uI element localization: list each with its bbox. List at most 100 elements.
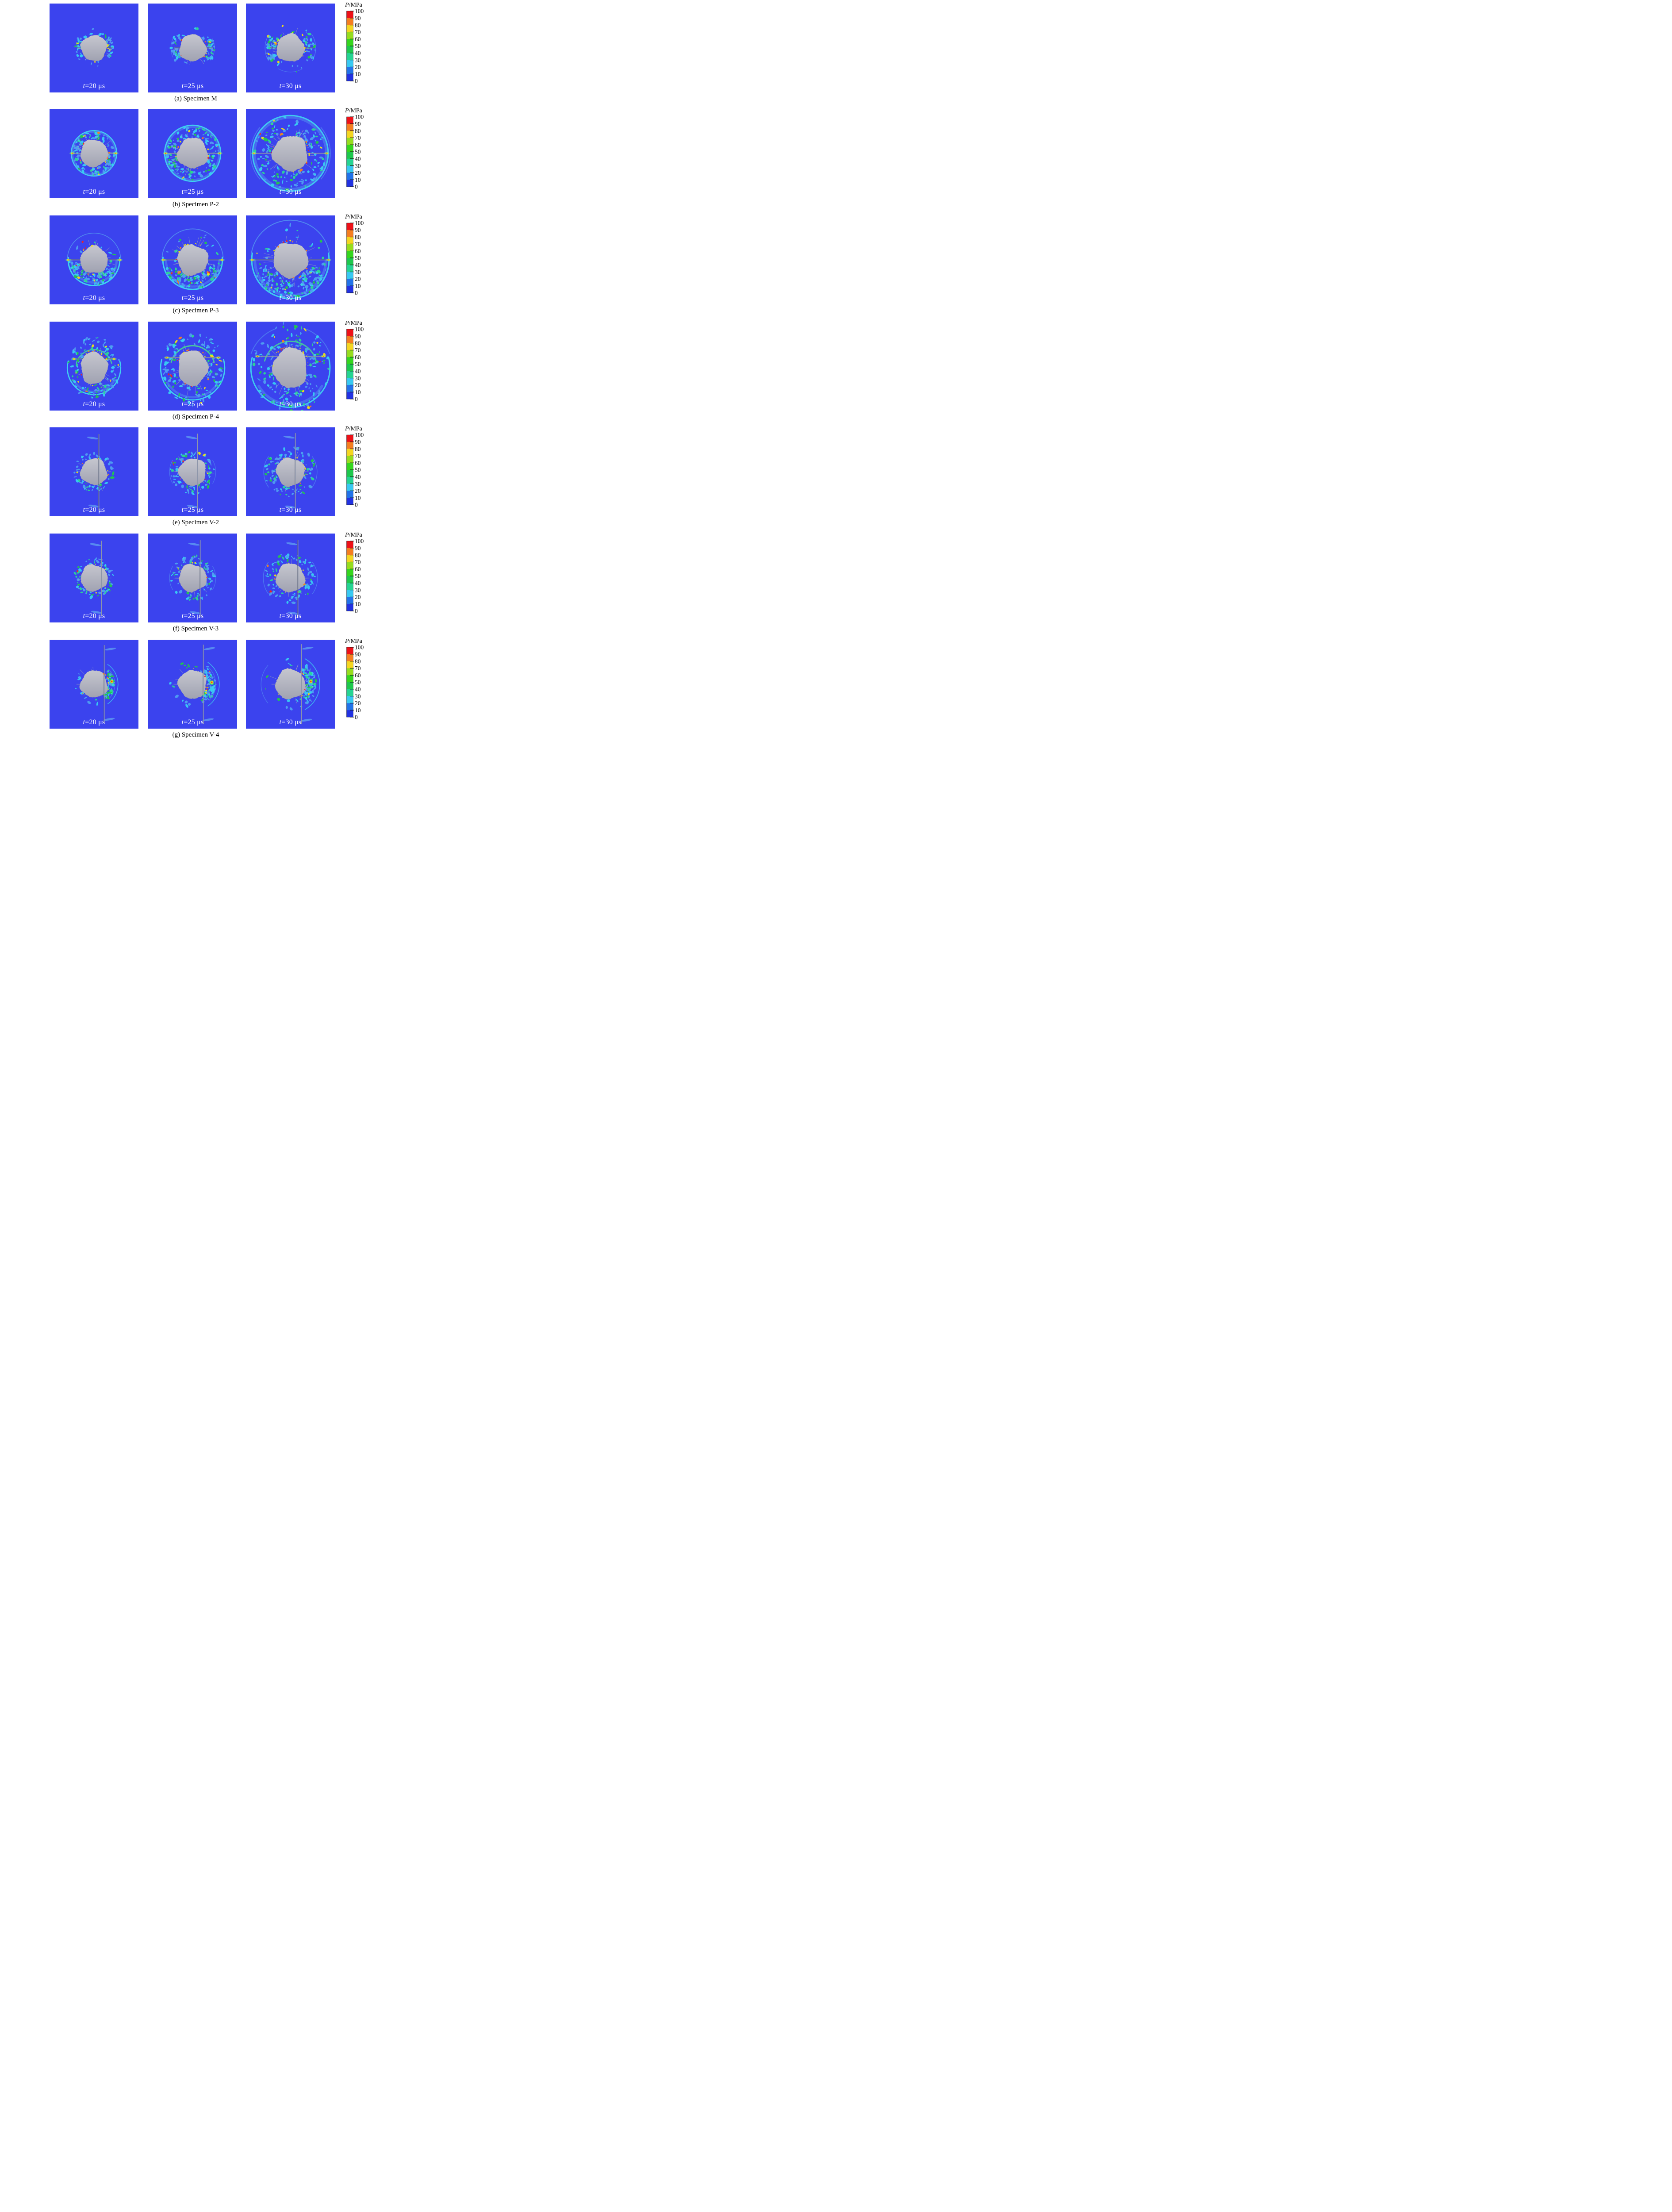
fracture-spike (296, 454, 300, 460)
pressure-field-plot (246, 639, 335, 729)
colorbar-tick-label: 80 (355, 340, 361, 346)
colorbar-tick-label: 90 (355, 15, 361, 21)
colorbar-segment (346, 449, 353, 456)
colorbar-title-symbol: P (345, 1, 349, 8)
colorbar-segment (346, 555, 353, 562)
colorbar-tick-label: 90 (355, 545, 361, 552)
pressure-field-plot (246, 109, 335, 199)
fracture-spike (277, 135, 280, 139)
fracture-spike (105, 141, 111, 146)
colorbar-segment (346, 392, 353, 399)
panel-g-t25: t=25 μs (148, 639, 237, 729)
fracture-spike (295, 664, 298, 670)
colorbar-segment (346, 329, 353, 336)
fracture-spike (266, 144, 274, 148)
fracture-spike (78, 143, 83, 146)
impact-hotspot (209, 680, 214, 685)
time-symbol: t (83, 82, 85, 90)
fracture-spike (174, 263, 178, 264)
wave-streak (203, 647, 215, 650)
crack-end-hotspot (113, 152, 119, 155)
vertical-crack-line (199, 540, 201, 617)
colorbar-tick-label: 50 (355, 149, 361, 155)
colorbar-title-unit: /MPa (349, 108, 362, 115)
fracture-spike (74, 145, 82, 148)
colorbar-tick-label: 80 (355, 446, 361, 453)
fracture-spike (107, 257, 111, 258)
colorbar-title-unit: /MPa (349, 426, 362, 433)
specimen (80, 245, 108, 273)
fracture-spike (207, 263, 212, 265)
fracture-spike (185, 168, 188, 176)
pressure-field-plot (50, 639, 138, 729)
colorbar-tick-label: 80 (355, 658, 361, 664)
fracture-spike (97, 349, 98, 353)
colorbar-segment (346, 590, 353, 597)
fracture-spike (303, 271, 305, 273)
time-symbol: t (181, 188, 184, 196)
time-value: =30 μs (281, 506, 302, 514)
colorbar-segment (346, 66, 353, 74)
pressure-field-plot (148, 427, 237, 517)
colorbar-tick-label: 50 (355, 42, 361, 49)
crack-edge (297, 540, 298, 617)
colorbar-segment (346, 583, 353, 590)
fracture-spike (104, 377, 109, 382)
fracture-spike (271, 349, 277, 356)
time-label: t=30 μs (246, 506, 335, 514)
time-value: =30 μs (281, 400, 302, 408)
fracture-spikes (270, 664, 307, 703)
colorbar-tick-label: 30 (355, 162, 361, 169)
fracture-spike (188, 237, 191, 245)
fracture-spike (303, 272, 306, 274)
stress-wave-ring (278, 68, 303, 72)
fracture-spike (97, 136, 100, 141)
fracture-spike (299, 130, 304, 138)
wave-streaks (283, 436, 296, 509)
stress-wave-rings (250, 328, 331, 408)
fracture-spike (299, 589, 303, 595)
specimen (179, 34, 207, 61)
colorbar-tick-label: 0 (355, 290, 358, 296)
time-label: t=20 μs (50, 612, 138, 620)
fracture-spike (299, 345, 302, 350)
crack-edge (98, 434, 99, 511)
colorbar-tick-label: 70 (355, 241, 361, 247)
fracture-spike (186, 60, 188, 63)
fracture-spike (271, 135, 278, 142)
fracture-spike (297, 386, 302, 396)
time-label: t=30 μs (246, 188, 335, 196)
impact-hotspot (308, 679, 313, 684)
vertical-crack-line (101, 541, 102, 616)
crack-end-hotspot (324, 152, 330, 155)
row-caption: (a) Specimen M (174, 95, 217, 102)
crack-edge (199, 540, 200, 617)
colorbar-tick-label: 40 (355, 50, 361, 56)
time-label: t=25 μs (148, 506, 237, 514)
colorbar-tick-label: 0 (355, 608, 358, 614)
stress-wave-ring (304, 658, 320, 710)
time-label: t=30 μs (246, 400, 335, 408)
colorbar-segment (346, 654, 353, 661)
time-symbol: t (279, 612, 282, 620)
fracture-spike (176, 246, 181, 250)
colorbar-tick-label: 20 (355, 64, 361, 70)
specimen (80, 139, 109, 168)
stress-wave-ring (72, 378, 116, 393)
panel-e-t30: t=30 μs (246, 427, 335, 517)
time-value: =20 μs (85, 718, 105, 726)
pressure-field-plot (148, 639, 237, 729)
panel-e-t20: t=20 μs (50, 427, 138, 517)
fracture-spike (295, 234, 299, 244)
time-value: =25 μs (184, 400, 204, 408)
fracture-spike (77, 148, 81, 150)
colorbar-tick-label: 40 (355, 580, 361, 587)
fracture-spike (265, 159, 274, 162)
time-symbol: t (279, 400, 282, 408)
time-symbol: t (83, 612, 85, 620)
crack-end-hotspot (161, 258, 166, 261)
fracture-spike (198, 238, 202, 246)
colorbar-tick-label: 80 (355, 234, 361, 240)
colorbar-segment (346, 689, 353, 696)
